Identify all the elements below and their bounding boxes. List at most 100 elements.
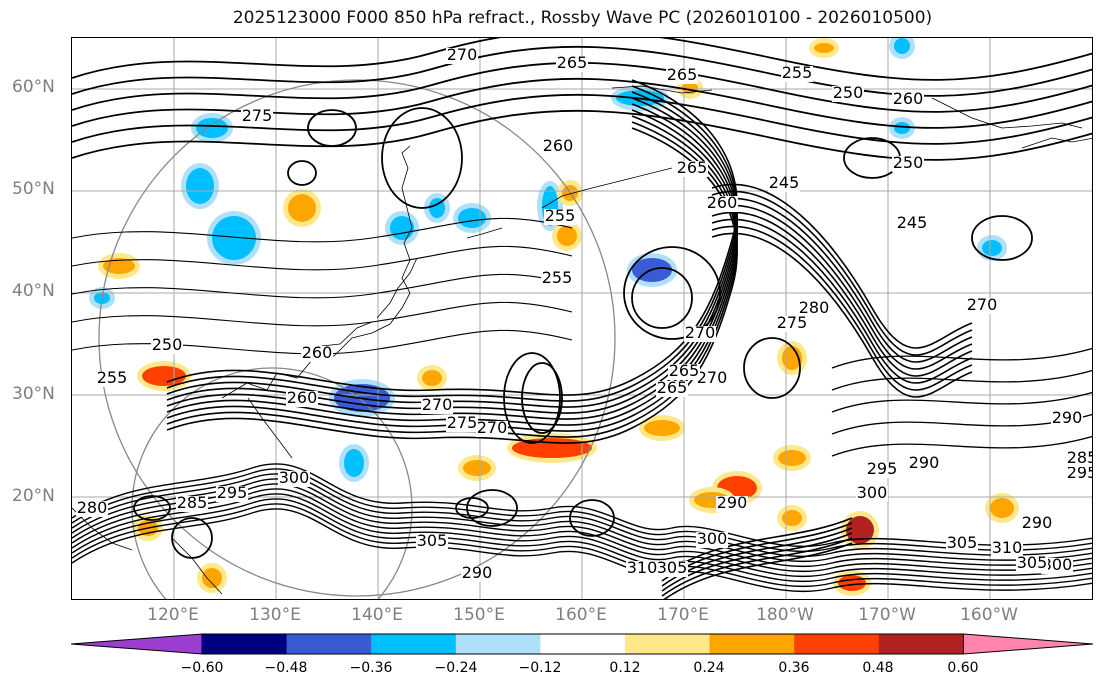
contour-line <box>72 38 1092 81</box>
contour-label-bg <box>716 496 748 512</box>
shading-cell <box>782 510 802 526</box>
contour-label-bg <box>446 48 478 64</box>
contour-label-bg <box>301 346 333 362</box>
contour-label-bg <box>556 56 588 72</box>
shading-cell <box>344 449 364 477</box>
contour-label-bg <box>696 371 728 387</box>
contour-label: 255 <box>542 268 573 287</box>
contour-line <box>72 473 1092 558</box>
colorbar-segment <box>878 634 964 654</box>
colorbar-segment <box>286 634 372 654</box>
contour-label-bg <box>892 92 924 108</box>
contour-label: 295 <box>1067 463 1093 482</box>
shading-cell <box>390 216 414 240</box>
lat-label-20n: 20°N <box>12 486 55 506</box>
contour-label: 255 <box>545 206 576 225</box>
contour-label: 250 <box>893 153 924 172</box>
shading-cell <box>894 122 910 134</box>
colorbar-label: −0.24 <box>434 660 478 676</box>
lat-label-50n: 50°N <box>12 179 55 199</box>
colorbar-label: −0.48 <box>264 660 308 676</box>
contour-line <box>166 79 738 396</box>
colorbar-label: 0.48 <box>862 660 894 676</box>
contour-line <box>166 85 738 402</box>
shading-cell <box>838 575 866 591</box>
lon-label-160w: 160°W <box>960 605 1018 625</box>
contour-line <box>831 347 1092 369</box>
lon-label-170w: 170°W <box>858 605 916 625</box>
contour-label-bg <box>278 471 310 487</box>
contour-label: 280 <box>77 498 108 517</box>
lon-label-120e: 120°E <box>147 605 199 625</box>
contour-label: 290 <box>717 493 748 512</box>
contour-label-bg <box>416 534 448 550</box>
contour-label: 300 <box>697 529 728 548</box>
shading-cell <box>212 216 256 260</box>
colorbar-segment <box>625 634 711 654</box>
contour-label: 260 <box>302 343 333 362</box>
contour-line <box>72 217 573 243</box>
contour-line <box>72 478 1092 563</box>
contour-label: 270 <box>477 418 508 437</box>
shading-cell <box>288 194 316 222</box>
contour-label: 295 <box>867 459 898 478</box>
contour-label: 290 <box>1022 513 1053 532</box>
contour-label-bg <box>896 216 928 232</box>
contour-label: 265 <box>667 65 698 84</box>
lon-label-130e: 130°E <box>249 605 301 625</box>
shading-cell <box>814 43 834 53</box>
contour-label: 250 <box>152 335 183 354</box>
shading-cell <box>982 240 1002 256</box>
contour-label-bg <box>76 501 108 517</box>
contour-label-bg <box>798 301 830 317</box>
contour-line <box>166 127 738 444</box>
contour-label: 260 <box>707 193 738 212</box>
lat-label-30n: 30°N <box>12 384 55 404</box>
colorbar-label: 0.12 <box>609 660 641 676</box>
colorbar-segment <box>371 634 457 654</box>
contour-label-bg <box>781 66 813 82</box>
map-title: 2025123000 F000 850 hPa refract., Rossby… <box>232 8 933 28</box>
shading-cell <box>778 450 806 466</box>
contour-label: 310 <box>627 558 658 577</box>
contour-line <box>661 537 853 597</box>
shading-cell <box>422 370 442 386</box>
contour-label-bg <box>626 561 658 577</box>
contour-line <box>72 488 1092 573</box>
colorbar <box>71 633 1094 655</box>
contour-label: 265 <box>657 378 688 397</box>
contour-label-bg <box>421 398 453 414</box>
contour-label: 305 <box>417 531 448 550</box>
contour-line <box>72 483 1092 568</box>
contour-line <box>711 197 973 363</box>
contour-label-bg <box>541 271 573 287</box>
contour-line <box>711 218 973 384</box>
contour-loop <box>623 246 721 340</box>
contour-label-bg <box>1051 411 1083 427</box>
shading-cell <box>196 118 228 138</box>
contour-loop <box>521 362 563 434</box>
contour-label-bg <box>241 109 273 125</box>
colorbar-label: −0.60 <box>180 660 224 676</box>
contour-line <box>72 508 1092 593</box>
contour-line <box>72 463 1092 548</box>
contour-label: 285 <box>1067 448 1093 467</box>
shading-cell <box>458 208 486 228</box>
contour-line <box>72 45 1092 97</box>
lon-label-160e: 160°E <box>555 605 607 625</box>
contour-label: 265 <box>669 361 700 380</box>
contour-loop <box>743 337 801 399</box>
contour-label: 270 <box>422 395 453 414</box>
colorbar-extend-low <box>71 633 203 655</box>
colorbar-label: −0.12 <box>518 660 562 676</box>
contour-label: 290 <box>462 563 493 582</box>
contour-label-bg <box>1041 558 1073 574</box>
contour-label: 290 <box>909 453 940 472</box>
colorbar-label: 0.24 <box>693 660 725 676</box>
contour-label: 280 <box>799 298 830 317</box>
lon-label-170e: 170°E <box>657 605 709 625</box>
contour-label: 305 <box>1017 553 1048 572</box>
contour-label: 260 <box>893 89 924 108</box>
lon-label-180w: 180°W <box>756 605 814 625</box>
